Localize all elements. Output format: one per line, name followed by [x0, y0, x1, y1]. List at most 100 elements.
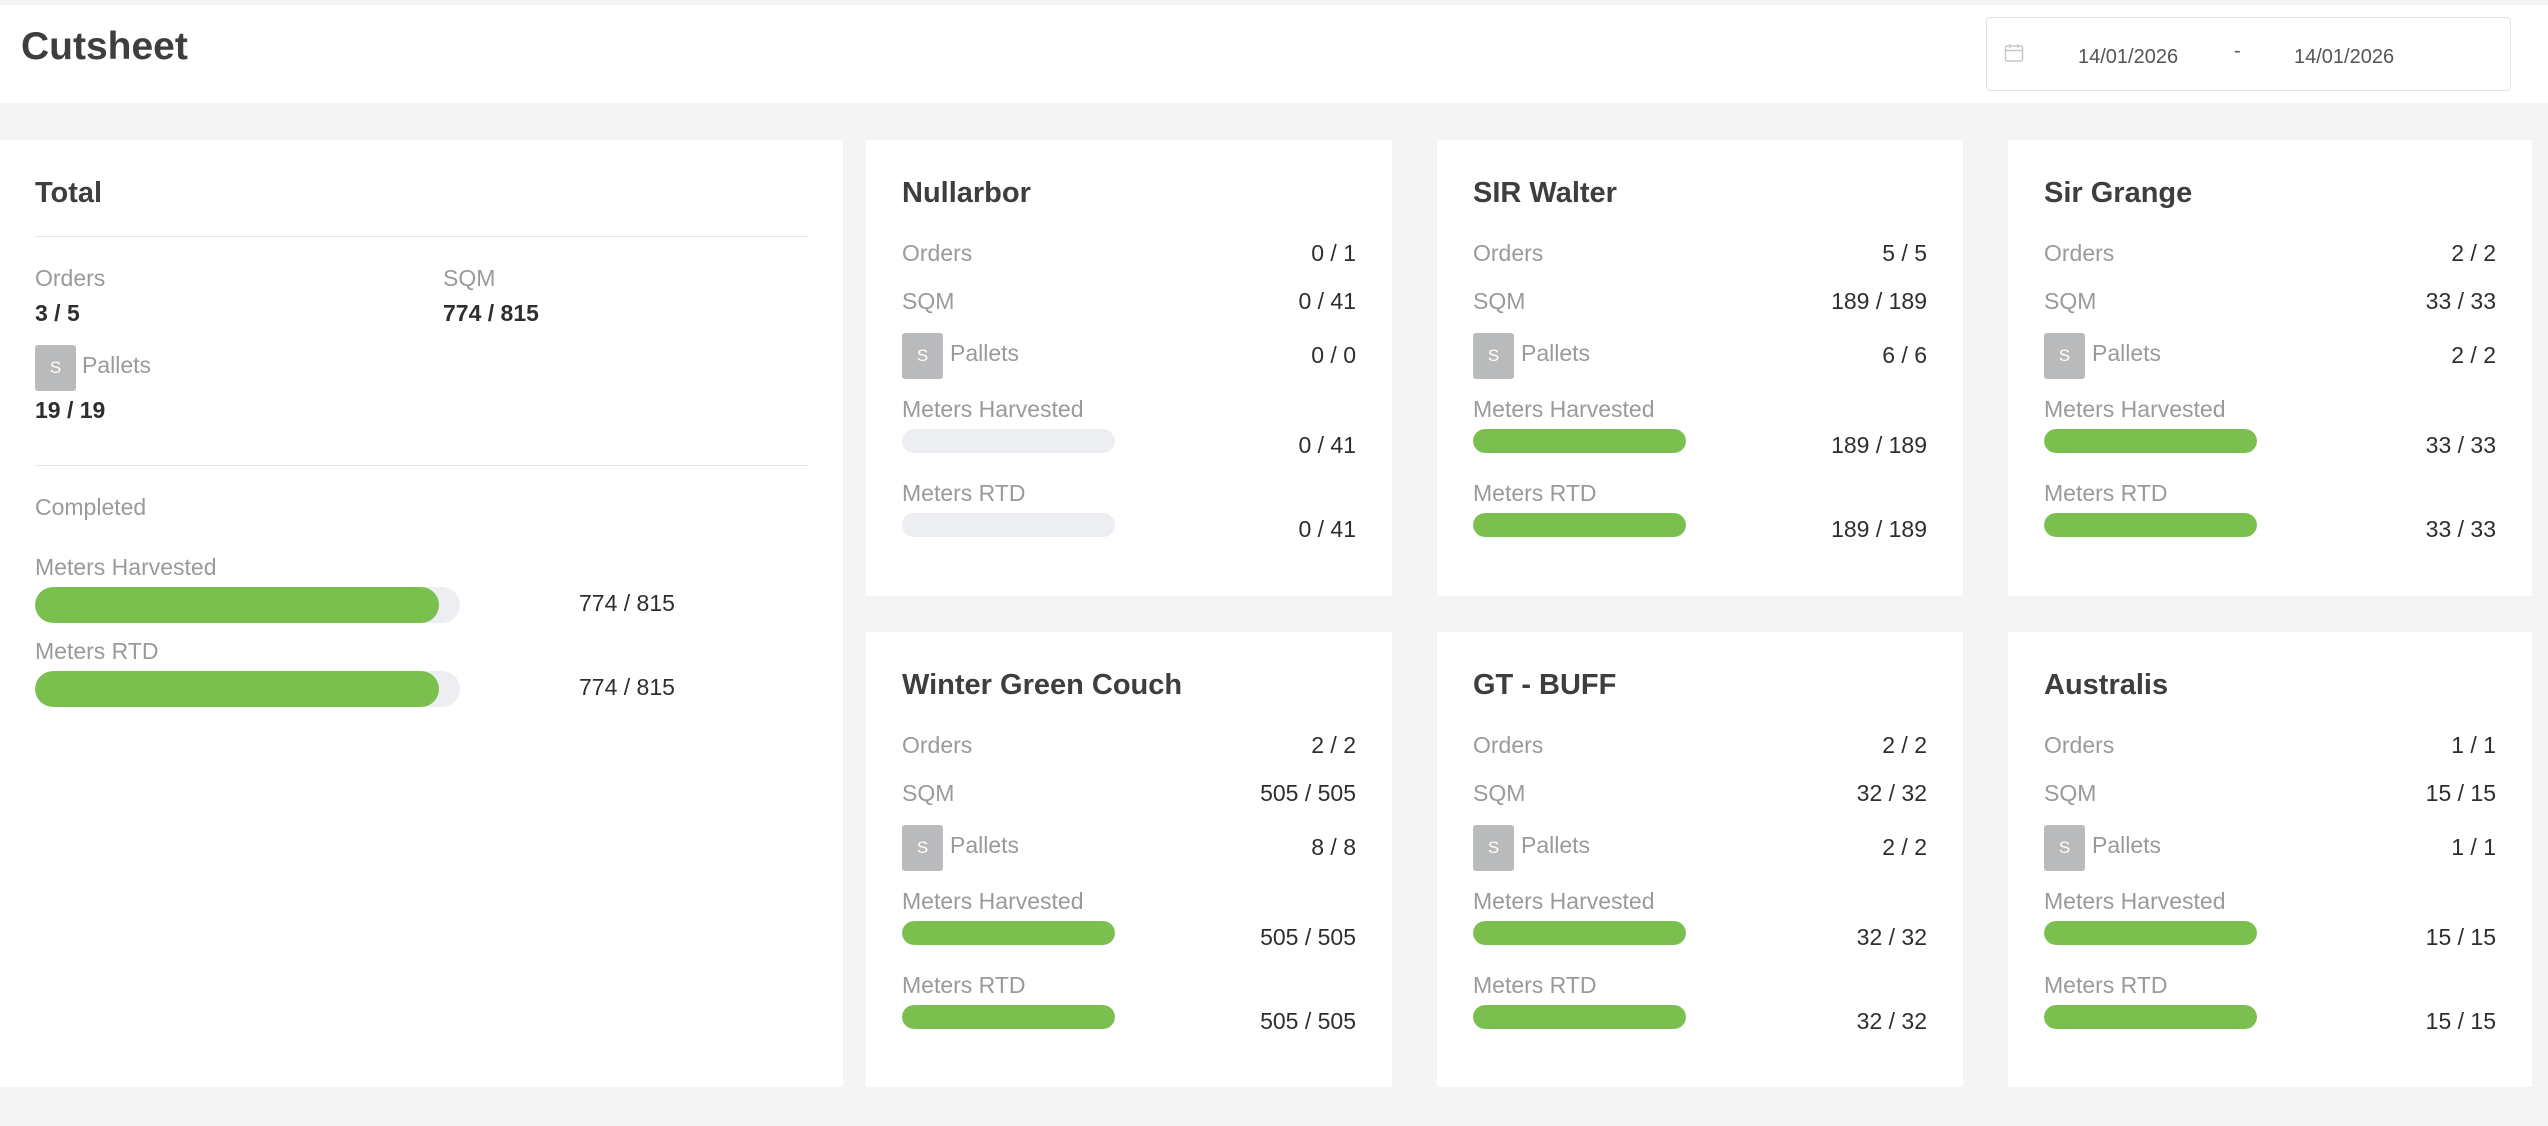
sqm-value: 15 / 15	[2425, 780, 2496, 806]
sqm-label: SQM	[2044, 780, 2097, 806]
progress-fill	[2044, 1005, 2257, 1029]
divider	[35, 236, 808, 237]
total-card: Total Orders 3 / 5 SQM 774 / 815 S Palle…	[0, 140, 843, 1087]
page-title: Cutsheet	[21, 25, 188, 68]
pallet-size-badge: S	[2044, 825, 2085, 871]
orders-label: Orders	[902, 240, 973, 266]
progress-fill	[2044, 429, 2257, 453]
meters-rtd-progress-bar	[1473, 513, 1686, 537]
sqm-value: 774 / 815	[443, 300, 539, 326]
meters-harvested-value: 0 / 41	[1298, 432, 1356, 458]
sqm-label: SQM	[902, 288, 955, 314]
pallets-label: Pallets	[2092, 832, 2162, 858]
pallet-size-badge: S	[2044, 333, 2085, 379]
progress-fill	[902, 921, 1115, 945]
orders-label: Orders	[35, 265, 106, 291]
variety-card[interactable]: Australis Orders 1 / 1 SQM 15 / 15 S Pal…	[2008, 632, 2532, 1087]
meters-rtd-label: Meters RTD	[2044, 480, 2168, 506]
meters-rtd-value: 15 / 15	[2425, 1008, 2496, 1034]
pallet-size-badge: S	[1473, 825, 1514, 871]
meters-harvested-value: 505 / 505	[1260, 924, 1356, 950]
orders-value: 1 / 1	[2451, 732, 2496, 758]
sqm-value: 32 / 32	[1856, 780, 1927, 806]
progress-fill	[35, 671, 439, 707]
meters-harvested-label: Meters Harvested	[35, 554, 217, 580]
meters-harvested-label: Meters Harvested	[2044, 888, 2226, 914]
pallets-label: Pallets	[2092, 340, 2162, 366]
variety-card[interactable]: Winter Green Couch Orders 2 / 2 SQM 505 …	[866, 632, 1392, 1087]
pallets-value: 8 / 8	[1311, 834, 1356, 860]
orders-label: Orders	[1473, 240, 1544, 266]
completed-label: Completed	[35, 494, 147, 520]
pallets-value: 19 / 19	[35, 397, 106, 423]
meters-rtd-progress-bar	[1473, 1005, 1686, 1029]
pallet-size-badge: S	[35, 345, 76, 391]
meters-harvested-progress-bar	[902, 921, 1115, 945]
meters-harvested-label: Meters Harvested	[1473, 888, 1655, 914]
progress-fill	[1473, 429, 1686, 453]
date-to-input[interactable]: 14/01/2026	[2294, 46, 2395, 68]
meters-rtd-progress-bar	[902, 1005, 1115, 1029]
date-separator: -	[2234, 40, 2241, 62]
orders-label: Orders	[902, 732, 973, 758]
date-range-picker[interactable]: 14/01/2026 - 14/01/2026	[1986, 17, 2511, 91]
variety-card[interactable]: Nullarbor Orders 0 / 1 SQM 0 / 41 S Pall…	[866, 140, 1392, 596]
orders-value: 5 / 5	[1882, 240, 1927, 266]
meters-harvested-progress-bar	[1473, 429, 1686, 453]
progress-fill	[2044, 513, 2257, 537]
variety-title: Nullarbor	[902, 177, 1031, 209]
orders-label: Orders	[1473, 732, 1544, 758]
pallets-value: 0 / 0	[1311, 342, 1356, 368]
meters-rtd-value: 32 / 32	[1856, 1008, 1927, 1034]
meters-harvested-progress-bar	[2044, 921, 2257, 945]
pallet-size-badge: S	[1473, 333, 1514, 379]
pallets-value: 2 / 2	[2451, 342, 2496, 368]
meters-harvested-label: Meters Harvested	[902, 396, 1084, 422]
meters-harvested-progress-bar	[1473, 921, 1686, 945]
sqm-label: SQM	[2044, 288, 2097, 314]
orders-label: Orders	[2044, 240, 2115, 266]
meters-harvested-progress-bar	[902, 429, 1115, 453]
orders-value: 3 / 5	[35, 300, 80, 326]
variety-card[interactable]: Sir Grange Orders 2 / 2 SQM 33 / 33 S Pa…	[2008, 140, 2532, 596]
meters-rtd-label: Meters RTD	[1473, 480, 1597, 506]
date-from-input[interactable]: 14/01/2026	[2078, 46, 2179, 68]
sqm-label: SQM	[443, 265, 496, 291]
meters-rtd-value: 505 / 505	[1260, 1008, 1356, 1034]
pallets-value: 1 / 1	[2451, 834, 2496, 860]
meters-rtd-label: Meters RTD	[1473, 972, 1597, 998]
pallets-value: 6 / 6	[1882, 342, 1927, 368]
variety-title: SIR Walter	[1473, 177, 1617, 209]
pallets-label: Pallets	[1521, 340, 1591, 366]
meters-rtd-progress-bar	[35, 671, 460, 707]
page-header: Cutsheet 14/01/2026 - 14/01/2026	[0, 5, 2548, 103]
variety-title: GT - BUFF	[1473, 669, 1617, 701]
sqm-label: SQM	[902, 780, 955, 806]
progress-fill	[1473, 921, 1686, 945]
pallets-label: Pallets	[1521, 832, 1591, 858]
meters-rtd-progress-bar	[2044, 1005, 2257, 1029]
variety-title: Winter Green Couch	[902, 669, 1183, 701]
total-title: Total	[35, 177, 103, 209]
orders-value: 2 / 2	[2451, 240, 2496, 266]
meters-harvested-label: Meters Harvested	[2044, 396, 2226, 422]
variety-title: Sir Grange	[2044, 177, 2193, 209]
progress-fill	[1473, 1005, 1686, 1029]
pallets-label: Pallets	[82, 352, 152, 378]
meters-harvested-label: Meters Harvested	[902, 888, 1084, 914]
meters-harvested-value: 189 / 189	[1831, 432, 1927, 458]
meters-harvested-value: 774 / 815	[579, 590, 675, 616]
calendar-icon	[2004, 44, 2024, 62]
meters-rtd-value: 33 / 33	[2425, 516, 2496, 542]
meters-rtd-progress-bar	[2044, 513, 2257, 537]
variety-card[interactable]: SIR Walter Orders 5 / 5 SQM 189 / 189 S …	[1437, 140, 1963, 596]
sqm-value: 189 / 189	[1831, 288, 1927, 314]
pallet-size-badge: S	[902, 825, 943, 871]
divider	[35, 465, 808, 466]
progress-fill	[1473, 513, 1686, 537]
sqm-value: 505 / 505	[1260, 780, 1356, 806]
meters-rtd-value: 189 / 189	[1831, 516, 1927, 542]
sqm-label: SQM	[1473, 780, 1526, 806]
sqm-value: 0 / 41	[1298, 288, 1356, 314]
variety-card[interactable]: GT - BUFF Orders 2 / 2 SQM 32 / 32 S Pal…	[1437, 632, 1963, 1087]
